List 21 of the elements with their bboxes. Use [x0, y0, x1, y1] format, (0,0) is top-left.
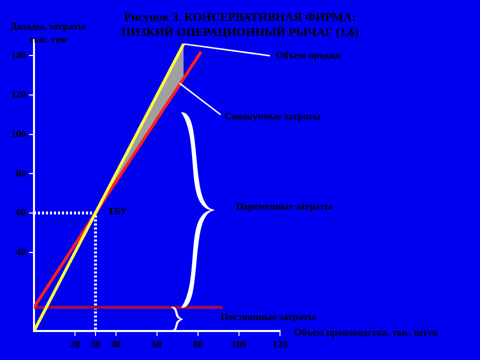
y-tick-label: 120	[11, 90, 26, 101]
y-axis-title: Доходы, затраты тыс. грн	[10, 22, 86, 46]
annotation: Постоянные затраты	[220, 312, 316, 323]
y-tick-label: 80	[16, 168, 26, 180]
x-tick-label: 120	[272, 340, 288, 351]
x-tick-label: 100	[232, 340, 246, 351]
y-tick-label: 100	[11, 128, 26, 140]
x-tick-label: 80	[193, 340, 203, 351]
x-axis-title: Объем производства, тыс. штук	[294, 328, 438, 339]
annotation: Переменные затраты	[236, 202, 333, 213]
annotation: ТБУ	[108, 206, 128, 218]
y-tick-label: 60	[16, 208, 26, 219]
x-tick-label: 40	[111, 340, 121, 351]
annotation: Совокупные затраты	[224, 111, 321, 122]
annotation: Объем продаж	[276, 50, 342, 62]
y-tick-label: 40	[16, 246, 26, 258]
x-tick-label: 20	[70, 340, 80, 351]
x-tick-label: 60	[152, 340, 162, 351]
y-tick-label: 140	[11, 50, 26, 62]
x-tick-label: 30	[90, 340, 100, 351]
chart-title: Рисунок 3. КОНСЕРВАТИВНАЯ ФИРМА: НИЗКИЙ ОПЕРАЦИОННЫЙ РЫЧАГ (1,6)	[121, 10, 359, 40]
